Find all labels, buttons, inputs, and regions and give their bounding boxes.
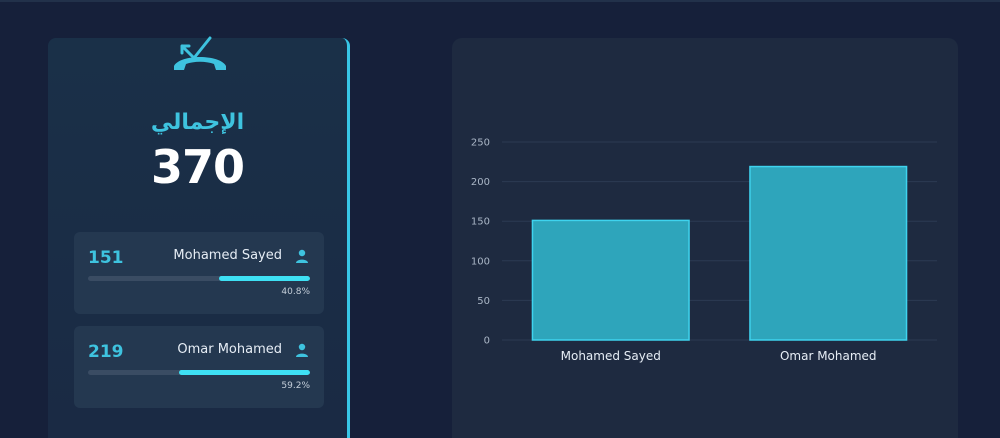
total-value: 370	[150, 140, 245, 194]
bar-mohamed-sayed[interactable]	[531, 219, 690, 341]
agent-percent: 59.2%	[281, 381, 310, 391]
x-category-label: Mohamed Sayed	[561, 349, 661, 363]
bar-chart: 0 50 100 150 200 250 Mohamed Sayed Omar Mohamed	[471, 138, 937, 363]
agent-name: Omar Mohamed	[177, 342, 282, 357]
x-category-label: Omar Mohamed	[780, 349, 877, 363]
total-stats-card: الإجمالي 370 151 Mohamed Sayed 40.8% 219…	[48, 36, 350, 438]
y-tick-label: 50	[477, 296, 490, 307]
top-divider	[0, 0, 1000, 2]
y-tick-label: 0	[484, 336, 490, 347]
agent-count: 151	[88, 248, 124, 268]
agent-progress-track	[88, 276, 310, 281]
agent-progress-fill	[178, 370, 310, 375]
user-icon	[296, 343, 308, 357]
agent-percent: 40.8%	[281, 287, 310, 297]
bar-chart-card: 0 50 100 150 200 250 Mohamed Sayed Omar Mohamed	[452, 38, 958, 438]
user-icon	[296, 249, 308, 263]
agent-progress-track	[88, 370, 310, 375]
agent-progress-fill	[219, 276, 310, 281]
y-tick-label: 250	[471, 138, 490, 149]
agent-row-mohamed-sayed: 151 Mohamed Sayed 40.8%	[74, 232, 324, 314]
y-tick-label: 200	[471, 177, 490, 188]
missed-call-icon	[174, 36, 226, 70]
agent-row-omar-mohamed: 219 Omar Mohamed 59.2%	[74, 326, 324, 408]
bar-omar-mohamed[interactable]	[749, 165, 908, 341]
agent-name: Mohamed Sayed	[173, 248, 282, 263]
y-tick-label: 100	[471, 256, 490, 267]
agent-count: 219	[88, 342, 124, 362]
total-label: الإجمالي	[150, 110, 245, 135]
y-tick-label: 150	[471, 217, 490, 228]
